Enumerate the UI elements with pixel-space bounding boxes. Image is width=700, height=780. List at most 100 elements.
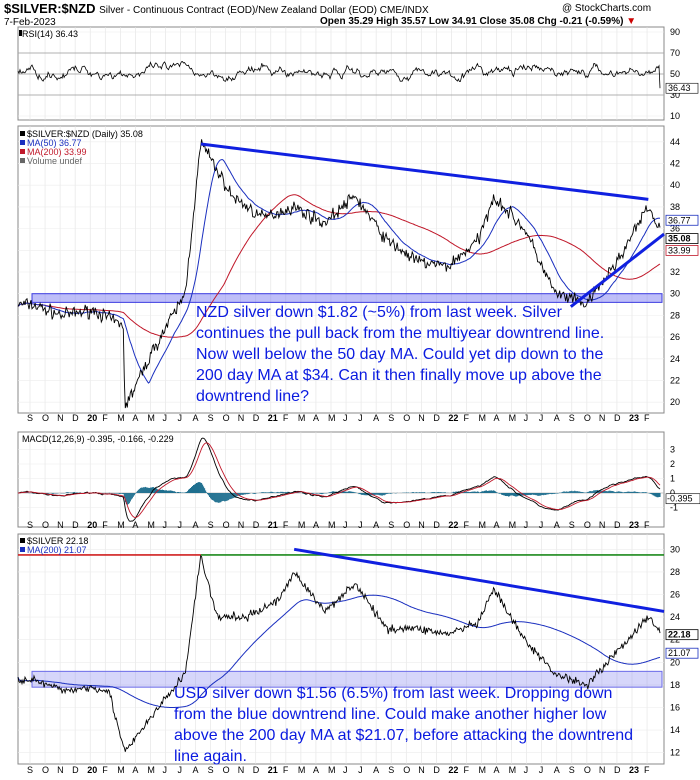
macd-x-tick-label: O	[223, 520, 230, 530]
usd-tick-label: 18	[670, 680, 680, 690]
nzd-x-tick-label: A	[193, 413, 199, 423]
nzd-x-tick-label: A	[554, 413, 560, 423]
usd-x-tick-label: F	[463, 765, 469, 775]
nzd-x-tick-label: A	[494, 413, 500, 423]
macd-x-tick-label: M	[328, 520, 336, 530]
nzd-legend-swatch	[20, 140, 25, 145]
nzd-tick-label: 44	[670, 137, 680, 147]
usd-value-label: 21.07	[668, 648, 691, 658]
ohlc-text: Open 35.29 High 35.57 Low 34.91 Close 35…	[320, 16, 624, 27]
usd-x-tick-label: F	[283, 765, 289, 775]
chart-symbol: $SILVER:$NZD Silver - Continuous Contrac…	[4, 1, 429, 16]
nzd-x-tick-label: O	[42, 413, 49, 423]
nzd-x-tick-label: 20	[87, 413, 97, 423]
nzd-legend-swatch	[20, 149, 25, 154]
rsi-line	[17, 61, 661, 89]
ohlc-summary: Open 35.29 High 35.57 Low 34.91 Close 35…	[320, 16, 636, 27]
nzd-x-tick-label: J	[178, 413, 183, 423]
usd-tick-label: 30	[670, 544, 680, 554]
nzd-x-tick-label: M	[298, 413, 306, 423]
rsi-panel	[17, 26, 665, 121]
usd-tick-label: 24	[670, 612, 680, 622]
macd-x-tick-label: N	[57, 520, 64, 530]
nzd-tick-label: 22	[670, 375, 680, 385]
usd-x-tick-label: A	[132, 765, 138, 775]
usd-panel	[17, 533, 665, 765]
macd-x-tick-label: A	[132, 520, 138, 530]
usd-legend-swatch	[20, 538, 25, 543]
nzd-price-line	[17, 139, 661, 409]
macd-x-tick-label: 21	[268, 520, 278, 530]
nzd-x-tick-label: D	[433, 413, 440, 423]
nzd-tick-label: 26	[670, 332, 680, 342]
nzd-x-tick-label: S	[569, 413, 575, 423]
macd-x-tick-label: M	[298, 520, 306, 530]
nzd-tick-label: 30	[670, 289, 680, 299]
usd-x-tick-label: F	[644, 765, 650, 775]
rsi-legend-swatch	[19, 30, 22, 36]
usd-tick-label: 28	[670, 567, 680, 577]
nzd-x-tick-label: A	[132, 413, 138, 423]
usd-x-tick-label: O	[42, 765, 49, 775]
macd-x-tick-label: N	[599, 520, 606, 530]
macd-tick-label: -1	[670, 503, 678, 513]
usd-x-tick-label: N	[57, 765, 64, 775]
macd-x-tick-label: 23	[629, 520, 639, 530]
nzd-trendline-2	[569, 232, 665, 308]
macd-x-tick-label: D	[72, 520, 79, 530]
usd-x-tick-label: M	[328, 765, 336, 775]
macd-x-tick-label: J	[178, 520, 183, 530]
nzd-ma200-line	[17, 194, 661, 338]
usd-x-tick-label: 21	[268, 765, 278, 775]
usd-tick-label: 16	[670, 703, 680, 713]
usd-x-tick-label: 20	[87, 765, 97, 775]
chart-date: 7-Feb-2023	[4, 17, 56, 28]
usd-x-tick-label: N	[238, 765, 245, 775]
nzd-x-tick-label: J	[524, 413, 529, 423]
macd-x-tick-label: D	[433, 520, 440, 530]
macd-tick-label: 3	[670, 445, 675, 455]
nzd-x-tick-label: D	[72, 413, 79, 423]
usd-x-tick-label: A	[494, 765, 500, 775]
nzd-x-tick-label: M	[509, 413, 516, 423]
usd-x-tick-label: O	[403, 765, 410, 775]
rsi-value-box	[665, 82, 699, 94]
nzd-legend-entry: $SILVER:$NZD (Daily) 35.08	[27, 129, 143, 139]
usd-x-tick-label: 23	[629, 765, 639, 775]
nzd-tick-label: 38	[670, 202, 680, 212]
usd-x-tick-label: A	[193, 765, 199, 775]
macd-x-tick-label: M	[509, 520, 516, 530]
usd-x-tick-label: A	[313, 765, 319, 775]
usd-x-tick-label: O	[584, 765, 591, 775]
nzd-x-tick-label: F	[102, 413, 108, 423]
macd-x-tick-label: 20	[87, 520, 97, 530]
nzd-legend-swatch	[20, 131, 25, 136]
nzd-trendline-1	[200, 142, 649, 201]
nzd-x-tick-label: M	[328, 413, 336, 423]
macd-x-tick-label: N	[238, 520, 245, 530]
nzd-value-label: 33.99	[668, 245, 691, 255]
usd-x-tick-label: A	[373, 765, 379, 775]
nzd-legend-entry: Volume undef	[27, 156, 83, 166]
symbol-description: Silver - Continuous Contract (EOD)/New Z…	[99, 5, 429, 16]
nzd-x-tick-label: N	[418, 413, 425, 423]
macd-x-tick-label: J	[162, 520, 167, 530]
nzd-x-tick-label: M	[147, 413, 155, 423]
usd-x-tick-label: O	[223, 765, 230, 775]
usd-tick-label: 26	[670, 590, 680, 600]
usd-x-tick-label: M	[298, 765, 306, 775]
macd-x-tick-label: J	[524, 520, 529, 530]
usd-x-tick-label: S	[388, 765, 394, 775]
usd-x-tick-label: S	[208, 765, 214, 775]
usd-x-tick-label: M	[509, 765, 516, 775]
nzd-tick-label: 28	[670, 310, 680, 320]
nzd-x-tick-label: S	[208, 413, 214, 423]
usd-tick-label: 14	[670, 725, 680, 735]
rsi-tick-label: 90	[670, 27, 680, 37]
nzd-ma50-line	[17, 159, 661, 384]
macd-x-tick-label: O	[403, 520, 410, 530]
nzd-x-tick-label: A	[313, 413, 319, 423]
nzd-value-box	[665, 214, 699, 226]
